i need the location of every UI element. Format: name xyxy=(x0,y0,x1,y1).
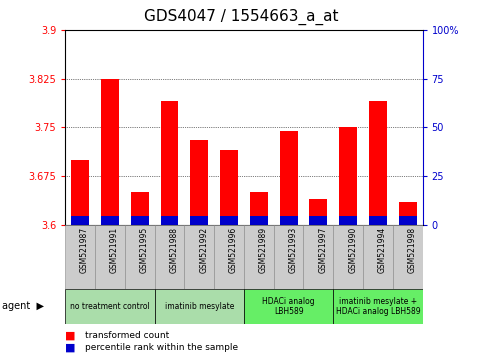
Bar xyxy=(310,199,327,225)
Bar xyxy=(250,192,268,225)
Text: imatinib mesylate: imatinib mesylate xyxy=(165,302,234,311)
Bar xyxy=(399,216,417,225)
Bar xyxy=(399,202,417,225)
Text: GSM521988: GSM521988 xyxy=(170,227,178,273)
Text: GSM521994: GSM521994 xyxy=(378,227,387,273)
Text: GSM521990: GSM521990 xyxy=(348,227,357,273)
Bar xyxy=(220,216,238,225)
Text: GSM521993: GSM521993 xyxy=(289,227,298,273)
Bar xyxy=(131,216,149,225)
Bar xyxy=(160,102,178,225)
Bar xyxy=(310,216,327,225)
Text: GSM521991: GSM521991 xyxy=(110,227,119,273)
Bar xyxy=(190,141,208,225)
Bar xyxy=(71,216,89,225)
FancyBboxPatch shape xyxy=(65,289,155,324)
Text: agent  ▶: agent ▶ xyxy=(2,301,44,311)
FancyBboxPatch shape xyxy=(274,225,303,289)
FancyBboxPatch shape xyxy=(65,225,95,289)
Bar xyxy=(190,216,208,225)
Bar xyxy=(250,216,268,225)
Text: transformed count: transformed count xyxy=(85,331,169,340)
Bar xyxy=(101,216,119,225)
Text: imatinib mesylate +
HDACi analog LBH589: imatinib mesylate + HDACi analog LBH589 xyxy=(336,297,420,316)
Text: no treatment control: no treatment control xyxy=(70,302,150,311)
FancyBboxPatch shape xyxy=(125,225,155,289)
Bar xyxy=(339,127,357,225)
Bar xyxy=(71,160,89,225)
Text: GSM521989: GSM521989 xyxy=(259,227,268,273)
FancyBboxPatch shape xyxy=(155,289,244,324)
FancyBboxPatch shape xyxy=(393,225,423,289)
Bar xyxy=(131,192,149,225)
Text: GSM521992: GSM521992 xyxy=(199,227,208,273)
Text: HDACi analog
LBH589: HDACi analog LBH589 xyxy=(262,297,315,316)
Text: GSM521987: GSM521987 xyxy=(80,227,89,273)
Text: GSM521997: GSM521997 xyxy=(318,227,327,273)
FancyBboxPatch shape xyxy=(244,225,274,289)
Bar xyxy=(339,216,357,225)
FancyBboxPatch shape xyxy=(333,225,363,289)
FancyBboxPatch shape xyxy=(363,225,393,289)
Bar xyxy=(160,216,178,225)
Text: GSM521998: GSM521998 xyxy=(408,227,417,273)
Text: GSM521995: GSM521995 xyxy=(140,227,149,273)
FancyBboxPatch shape xyxy=(95,225,125,289)
Bar xyxy=(280,131,298,225)
Text: GDS4047 / 1554663_a_at: GDS4047 / 1554663_a_at xyxy=(144,9,339,25)
Text: ■: ■ xyxy=(65,343,76,353)
Text: percentile rank within the sample: percentile rank within the sample xyxy=(85,343,238,352)
Text: ■: ■ xyxy=(65,331,76,341)
FancyBboxPatch shape xyxy=(185,225,214,289)
Bar xyxy=(101,79,119,225)
Text: GSM521996: GSM521996 xyxy=(229,227,238,273)
Bar xyxy=(369,102,387,225)
FancyBboxPatch shape xyxy=(303,225,333,289)
FancyBboxPatch shape xyxy=(214,225,244,289)
FancyBboxPatch shape xyxy=(155,225,185,289)
Bar xyxy=(280,216,298,225)
Bar xyxy=(369,216,387,225)
FancyBboxPatch shape xyxy=(333,289,423,324)
FancyBboxPatch shape xyxy=(244,289,333,324)
Bar xyxy=(220,150,238,225)
